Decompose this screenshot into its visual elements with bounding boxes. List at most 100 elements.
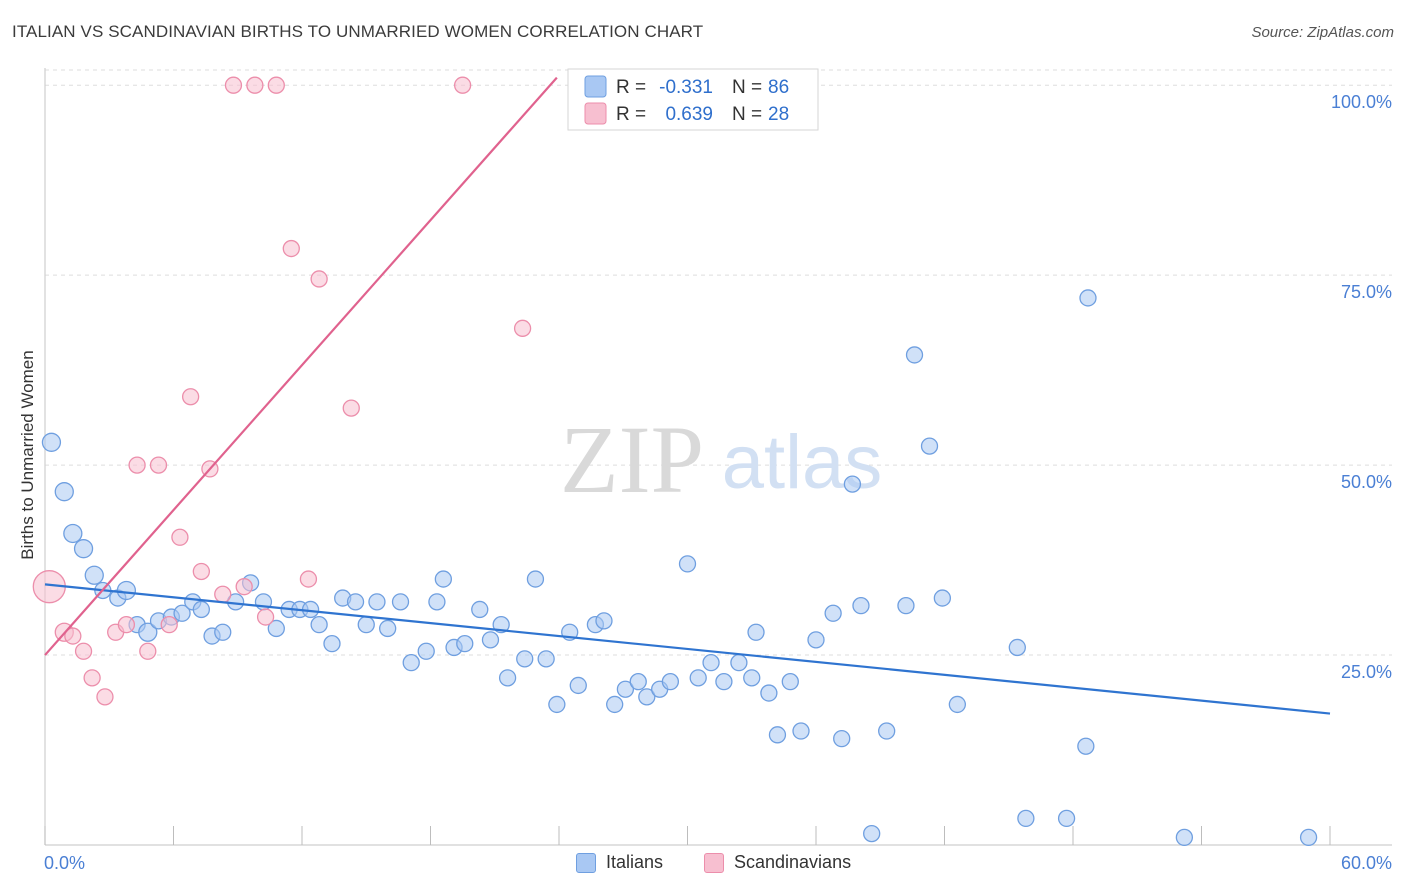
italians-point xyxy=(428,593,446,611)
scandinavians-point xyxy=(192,562,210,581)
legend-n-value-italians: 86 xyxy=(768,77,789,98)
italians-point xyxy=(616,680,635,698)
italians-point xyxy=(138,622,158,642)
italians-point xyxy=(379,619,397,638)
axes xyxy=(44,68,1392,846)
scandinavians-point xyxy=(117,616,136,634)
scandinavians-point xyxy=(171,528,189,546)
legend-n-value-scandinavians: 28 xyxy=(768,104,789,125)
scandinavians-point xyxy=(310,270,328,288)
italians-point xyxy=(760,684,778,702)
italians-point xyxy=(768,726,787,744)
italians-point xyxy=(792,722,810,740)
legend-swatch-italians xyxy=(584,75,607,98)
italians-point xyxy=(807,631,825,649)
legend-r-label-italians: R = xyxy=(616,77,646,98)
trend-lines xyxy=(44,76,1331,715)
italians-point xyxy=(933,589,952,607)
scandinavians-label: Scandinavians xyxy=(734,852,852,872)
italians-point xyxy=(516,650,534,668)
x-tick-label: 60.0% xyxy=(1341,853,1392,873)
legend-r-value-scandinavians: 0.639 xyxy=(665,104,713,125)
tick-labels: 25.0% 50.0% 75.0% 100.0% 0.0% 60.0% xyxy=(44,92,1392,873)
italians-point xyxy=(173,604,191,622)
y-tick-label: 50.0% xyxy=(1341,472,1392,492)
scandinavians-point xyxy=(139,642,157,660)
italians-point xyxy=(54,482,74,502)
italians-point xyxy=(434,570,453,588)
italians-point xyxy=(843,475,862,493)
italians-point xyxy=(214,623,232,641)
watermark-atlas: atlas xyxy=(722,420,883,505)
italians-point xyxy=(1079,289,1097,307)
legend-n-label-italians: N = xyxy=(732,77,762,98)
italians-point xyxy=(471,600,489,619)
italians-point xyxy=(629,672,647,691)
scandinavians-point xyxy=(267,76,285,94)
watermark: ZIP atlas xyxy=(560,406,882,513)
italians-point xyxy=(310,616,328,634)
italians-point xyxy=(116,580,137,601)
correlation-legend: R = -0.331 N = 86 R = 0.639 N = 28 xyxy=(567,68,819,131)
italians-point xyxy=(730,653,748,672)
italians-points xyxy=(41,289,1318,847)
scandinavians-point xyxy=(246,76,264,94)
chart-title: ITALIAN VS SCANDINAVIAN BIRTHS TO UNMARR… xyxy=(12,22,704,41)
legend-item-scandinavians: Scandinavians xyxy=(704,852,851,873)
italians-point xyxy=(368,593,386,611)
scandinavians-point xyxy=(299,570,318,588)
italians-point xyxy=(492,616,510,634)
scandinavians-point xyxy=(453,76,472,94)
italians-point xyxy=(1017,809,1035,828)
scandinavians-trend-line xyxy=(44,76,558,656)
italians-point xyxy=(920,437,939,455)
italians-point xyxy=(63,523,83,544)
italians-point xyxy=(661,672,680,691)
italians-point xyxy=(41,432,62,452)
scandinavians-point xyxy=(128,456,146,474)
italians-point xyxy=(323,635,341,653)
italians-point xyxy=(391,593,410,611)
italians-point xyxy=(595,612,613,630)
y-tick-label: 100.0% xyxy=(1331,92,1392,112)
italians-point xyxy=(1175,828,1194,847)
italians-point xyxy=(715,672,733,691)
italians-point xyxy=(1077,737,1095,755)
italians-point xyxy=(357,616,375,634)
italians-label: Italians xyxy=(606,852,664,872)
italians-point xyxy=(863,824,881,843)
scandinavians-point xyxy=(74,642,93,660)
italians-point xyxy=(781,672,799,691)
y-tick-label: 75.0% xyxy=(1341,282,1392,302)
legend-r-value-italians: -0.331 xyxy=(659,77,713,98)
italians-point xyxy=(905,346,924,364)
scandinavians-point xyxy=(342,399,360,417)
italians-point xyxy=(743,669,761,687)
series-legend: Italians Scandinavians xyxy=(0,852,1406,876)
italians-point xyxy=(638,688,656,706)
italians-point xyxy=(606,695,624,714)
italians-point xyxy=(402,653,420,672)
italians-point xyxy=(346,593,365,611)
italians-point xyxy=(267,619,285,638)
watermark-zip: ZIP xyxy=(560,406,704,513)
italians-point xyxy=(192,600,210,619)
italians-point xyxy=(84,565,104,585)
italians-point xyxy=(537,650,555,668)
legend-swatch-scandinavians xyxy=(584,102,607,125)
italians-point xyxy=(689,669,707,687)
scandinavians-point xyxy=(181,388,200,406)
italians-swatch xyxy=(576,852,596,873)
italians-trend-line xyxy=(44,583,1331,715)
scandinavians-point xyxy=(235,578,253,596)
scandinavians-point xyxy=(214,585,232,603)
legend-r-label-scandinavians: R = xyxy=(616,104,646,125)
italians-point xyxy=(747,623,765,641)
source-label: Source: ZipAtlas.com xyxy=(1251,24,1394,41)
italians-point xyxy=(678,555,697,573)
x-tick-label: 0.0% xyxy=(44,853,85,873)
italians-point xyxy=(897,597,915,615)
italians-point xyxy=(1008,638,1026,657)
grid-lines xyxy=(45,69,1392,656)
